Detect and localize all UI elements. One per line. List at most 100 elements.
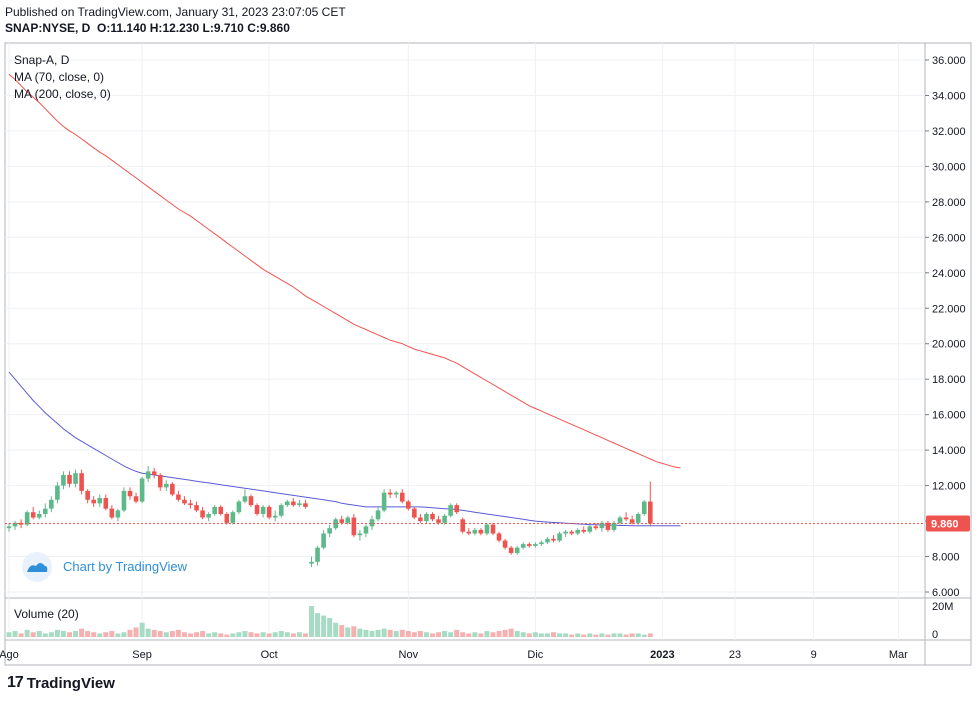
volume-bar [163, 632, 169, 637]
volume-bar [526, 633, 532, 637]
watermark-cloud-shape [27, 563, 48, 572]
volume-bar [42, 633, 48, 637]
watermark[interactable]: Chart by TradingView [22, 552, 188, 582]
candle-body [399, 492, 405, 502]
volume-bar [623, 634, 629, 637]
candle-body [170, 483, 175, 495]
volume-bar [79, 628, 85, 637]
candle-body [496, 533, 502, 541]
volume-bar [200, 631, 206, 637]
volume-bar [278, 631, 284, 637]
volume-bar [381, 628, 387, 637]
candle-body [418, 517, 423, 522]
watermark-text[interactable]: Chart by TradingView [63, 559, 188, 574]
candle-body [551, 538, 556, 541]
volume-bar [266, 633, 272, 637]
candle-body [611, 522, 617, 530]
volume-bar [30, 632, 36, 637]
candle-body [363, 526, 369, 534]
volume-bar [212, 632, 218, 637]
candle-body [151, 471, 157, 475]
price-tick-label: 28.000 [932, 197, 966, 209]
candle-body [490, 524, 496, 534]
volume-bar [236, 632, 242, 637]
candle-body [176, 494, 181, 500]
volume-tick-label: 0 [932, 629, 938, 641]
candle-body [67, 474, 72, 484]
volume-tick-label: 20M [932, 601, 953, 613]
volume-bar [454, 629, 460, 637]
volume-bar [496, 631, 502, 637]
volume-bar [375, 629, 381, 637]
candle-body [6, 526, 12, 529]
candle-body [321, 533, 326, 548]
volume-bar [423, 632, 429, 637]
volume-bar [109, 631, 115, 637]
price-tick-label: 8.000 [932, 552, 960, 564]
candle-body [648, 501, 653, 524]
candle-body [581, 529, 587, 532]
volume-bar [544, 633, 550, 637]
volume-bar [24, 629, 30, 637]
candle-body [339, 519, 345, 523]
price-tick-label: 34.000 [932, 90, 966, 102]
candle-body [285, 501, 290, 506]
price-tick-label: 6.000 [932, 587, 960, 599]
candle-body [272, 515, 278, 518]
chart-frame [4, 42, 972, 666]
candle-body [266, 506, 272, 518]
volume-bar [581, 634, 587, 637]
volume-bar [224, 634, 230, 637]
footer-logo[interactable]: 17 TradingView [7, 674, 115, 692]
volume-bar [575, 633, 581, 637]
volume-bar [339, 625, 345, 637]
volume-bar [448, 632, 454, 637]
candle-body [563, 531, 568, 534]
candle-body [393, 492, 399, 495]
open-label: O: [97, 21, 111, 35]
candle-body [472, 529, 478, 534]
volume-bar [399, 629, 405, 637]
time-tick-label: Mar [889, 649, 908, 661]
published-caption: Published on TradingView.com, January 31… [5, 5, 346, 19]
candle-body [61, 474, 66, 486]
candle-body [230, 512, 236, 523]
symbol-label: SNAP:NYSE, D [5, 21, 91, 35]
close-label: C: [247, 21, 260, 35]
volume-bar [242, 631, 248, 637]
volume-bar [460, 632, 466, 637]
candle-body [381, 492, 387, 511]
candle-body [502, 540, 508, 548]
candle-body [206, 513, 211, 518]
price-tick-label: 22.000 [932, 303, 966, 315]
candle-body [442, 515, 447, 523]
volume-bar [181, 632, 187, 637]
price-tick-label: 18.000 [932, 374, 966, 386]
candle-body [212, 506, 217, 514]
volume-bar [127, 629, 133, 637]
candle-body [133, 496, 139, 502]
volume-bar [605, 634, 611, 637]
volume-bar [321, 615, 327, 637]
candle-body [79, 473, 84, 491]
volume-bar [206, 633, 212, 637]
candle-body [424, 513, 429, 522]
candle-body [557, 533, 562, 541]
candle-body [260, 506, 266, 514]
volume-bar [411, 632, 417, 637]
candle-body [629, 519, 635, 523]
candle-body [412, 508, 417, 518]
volume-bar [302, 633, 308, 637]
volume-bar [175, 629, 181, 637]
candle-body [605, 522, 611, 530]
volume-bar [557, 633, 563, 637]
volume-bar [647, 633, 653, 637]
volume-bar [139, 622, 145, 637]
volume-bar [490, 632, 496, 637]
volume-bar [157, 631, 163, 637]
time-tick-label: Dic [527, 649, 543, 661]
close-value: 9.860 [259, 21, 290, 35]
candle-body [291, 501, 296, 506]
candle-body [593, 526, 599, 529]
